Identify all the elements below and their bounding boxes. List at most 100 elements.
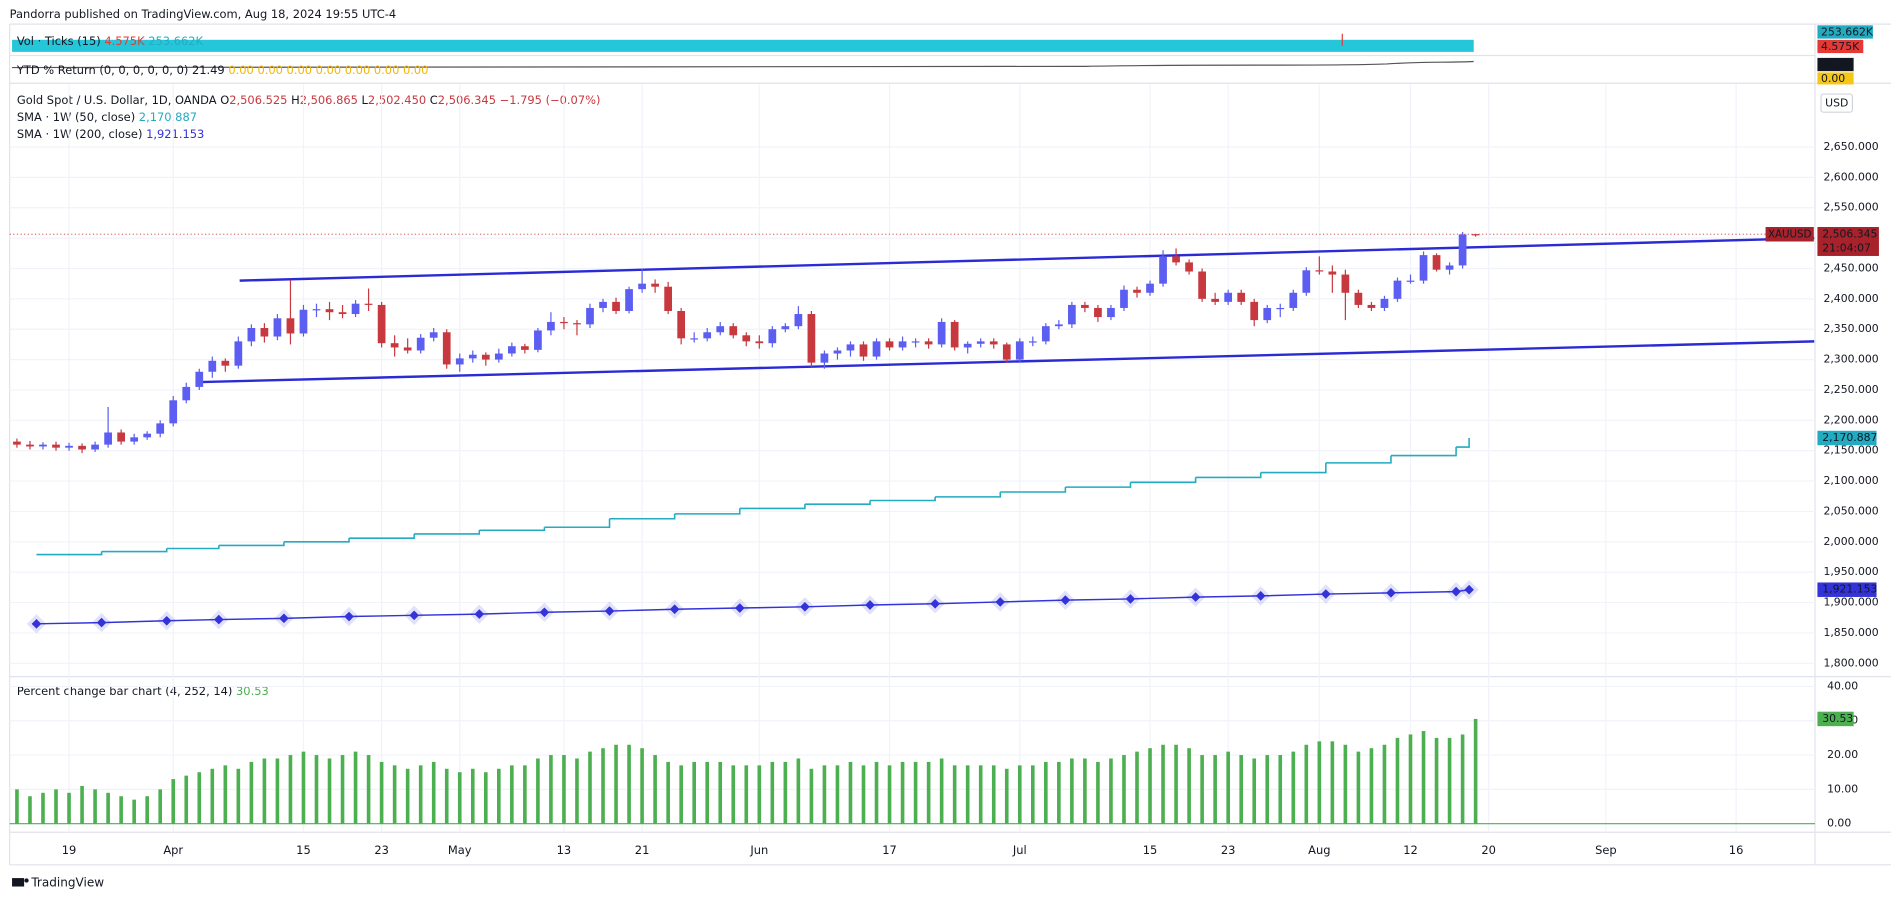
legend-name: SMA · 1W (200, close): [17, 126, 143, 140]
candle-body: [494, 353, 503, 360]
x-tick-label: 12: [1403, 843, 1418, 857]
candle-body: [507, 346, 516, 354]
publisher: Pandorra published on TradingView.com, A…: [10, 7, 396, 21]
main-legend: Gold Spot / U.S. Dollar, 1D, OANDA O2,50…: [17, 93, 601, 107]
candle-body: [846, 344, 855, 351]
candle-body: [820, 353, 829, 363]
candle-body: [65, 445, 73, 448]
sma-step: [1260, 462, 1327, 474]
candle-body: [312, 309, 321, 311]
pct-bar: [692, 761, 696, 824]
pct-bar: [1057, 761, 1061, 824]
pct-bar: [145, 796, 149, 824]
sma-step: [36, 551, 103, 556]
candle-body: [989, 341, 998, 345]
pct-bar: [562, 755, 566, 824]
pct-bar: [1070, 758, 1074, 824]
pct-bar: [54, 789, 58, 824]
candle-body: [1380, 298, 1389, 308]
candle-body: [781, 326, 790, 330]
sma200-legend: SMA · 1W (200, close) 1,921.153: [17, 126, 204, 140]
symbol-box: [1765, 227, 1814, 242]
y-tick-label: 2,650.000: [1823, 140, 1878, 153]
candle-body: [1172, 256, 1180, 263]
x-tick-label: 16: [1729, 843, 1744, 857]
pct-bar: [952, 765, 957, 824]
pct-bar: [340, 755, 345, 824]
pct-value-label: 30.53: [1822, 712, 1853, 725]
sma-marker: [604, 606, 615, 616]
pct-bar: [15, 789, 19, 824]
candle-body: [1054, 324, 1063, 327]
pct-bar: [1226, 751, 1230, 824]
y-tick-label: 2,450.000: [1823, 261, 1878, 274]
pct-bar: [822, 765, 827, 824]
ohlc-key: C: [430, 93, 438, 107]
candle-body: [703, 332, 712, 339]
y-tick-label: 1,900.000: [1823, 596, 1878, 609]
pct-bar: [119, 796, 123, 824]
pct-bar: [41, 792, 45, 824]
pct-bar: [1122, 755, 1126, 824]
candle-body: [885, 341, 894, 348]
vol-title: Vol · Ticks (15): [17, 34, 101, 48]
currency[interactable]: USD: [1825, 97, 1848, 110]
candle-body: [429, 332, 438, 338]
change: −1.795 (−0.07%): [500, 93, 601, 107]
legend-value: 1,921.153: [146, 126, 204, 140]
candle-body: [911, 341, 920, 343]
sma-step: [544, 518, 611, 529]
pct-bar: [288, 755, 293, 824]
pct-bar: [1083, 758, 1087, 824]
pct-bar: [1382, 744, 1387, 824]
pct-bar: [536, 758, 540, 824]
y-tick-label: 1,800.000: [1823, 656, 1878, 669]
pct-bar: [627, 744, 631, 824]
y-tick-label: 2,600.000: [1823, 170, 1878, 183]
candle-body: [768, 329, 777, 344]
candle-body: [468, 354, 477, 359]
candle-body: [1367, 304, 1376, 308]
candle-body: [1224, 292, 1233, 302]
pct-bar: [1395, 737, 1400, 824]
pct-title: Percent change bar chart (4, 252, 14): [17, 684, 233, 698]
ytd-legend: YTD % Return (0, 0, 0, 0, 0, 0) 21.49 0.…: [16, 62, 429, 76]
x-tick-label: Apr: [163, 843, 183, 857]
pct-bar: [483, 772, 488, 824]
candle-body: [1445, 265, 1454, 270]
sma-step: [609, 513, 676, 520]
sma50-legend: SMA · 1W (50, close) 2,170.887: [17, 109, 197, 123]
candle-body: [104, 432, 112, 445]
sma-step: [739, 504, 806, 510]
vol-legend: Vol · Ticks (15) 4.575K 253.662K: [17, 34, 204, 48]
vol-value-box: [1817, 39, 1864, 54]
x-tick-label: 21: [635, 843, 650, 857]
vol-ma-box: [1817, 25, 1873, 39]
sma-step: [1325, 455, 1392, 464]
pct-bar: [210, 768, 215, 824]
candle-body: [1289, 292, 1298, 308]
candle-body: [325, 309, 334, 313]
candle-body: [1458, 234, 1467, 266]
candle-body: [1015, 341, 1024, 360]
vol-ma: 253.662K: [148, 34, 203, 48]
candle-body: [351, 303, 360, 315]
candle-body: [338, 312, 347, 315]
candle-body: [455, 358, 464, 365]
sma-step: [935, 492, 1002, 498]
candle-body: [1419, 255, 1428, 281]
candle-body: [377, 304, 386, 344]
logo: [12, 878, 29, 887]
currency-box[interactable]: [1820, 93, 1854, 113]
ytd-value: 21.49: [192, 62, 225, 76]
candle-body: [1341, 274, 1350, 293]
pct-bar: [523, 765, 527, 824]
x-tick-label: 15: [1143, 843, 1158, 857]
candle-body: [625, 289, 633, 311]
candle-body: [950, 321, 959, 348]
pct-bar: [978, 765, 983, 824]
candle-body: [690, 338, 699, 340]
candle-body: [364, 303, 373, 305]
pct-bar: [457, 772, 462, 824]
candle-body: [1432, 255, 1441, 270]
